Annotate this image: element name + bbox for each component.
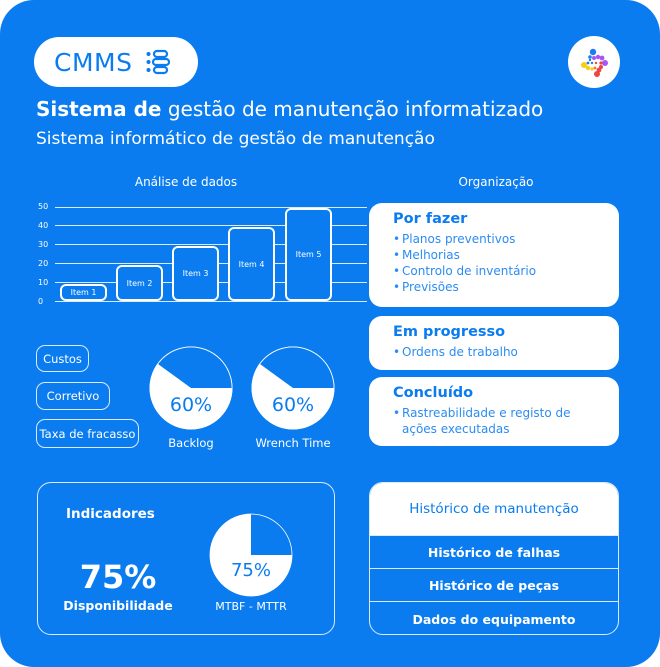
availability-value: 75% xyxy=(79,558,157,596)
wrench-time-label: Wrench Time xyxy=(255,436,331,450)
y-tick: 40 xyxy=(38,221,49,230)
in-progress-card: Em progresso Ordens de trabalho xyxy=(369,316,619,370)
page-title: Sistema de gestão de manutenção informat… xyxy=(36,97,543,121)
analysis-heading: Análise de dados xyxy=(134,175,238,189)
bar-item-2: Item 2 xyxy=(116,265,163,301)
mtbf-mttr-label: MTBF - MTTR xyxy=(215,600,287,613)
indicators-panel: Indicadores 75% Disponibilidade 75% MTBF… xyxy=(37,482,335,635)
y-tick: 20 xyxy=(38,259,49,268)
history-title: Histórico de manutenção xyxy=(370,483,618,535)
list-item: Previsões xyxy=(393,279,619,295)
wrench-time-pie: 60% xyxy=(251,346,335,430)
indicators-title: Indicadores xyxy=(66,506,155,522)
pie-chart-icon xyxy=(251,346,335,430)
bar-item-5: Item 5 xyxy=(285,208,332,301)
todo-card: Por fazer Planos preventivos Melhorias C… xyxy=(369,203,619,307)
list-layers-icon xyxy=(146,49,171,75)
list-item: Controlo de inventário xyxy=(393,263,619,279)
organization-heading: Organização xyxy=(458,175,534,189)
gridline xyxy=(55,301,367,302)
pie-chart-icon xyxy=(149,346,233,430)
gridline xyxy=(55,225,367,226)
y-tick: 10 xyxy=(38,278,49,287)
costs-button[interactable]: Custos xyxy=(36,345,89,372)
todo-title: Por fazer xyxy=(393,211,468,227)
history-row-parts[interactable]: Histórico de peças xyxy=(370,568,618,601)
colorful-dots-swirl-icon xyxy=(581,48,608,77)
y-tick: 50 xyxy=(38,202,49,211)
mtbf-mttr-value: 75% xyxy=(230,560,271,581)
done-title: Concluído xyxy=(393,385,474,401)
history-row-failures[interactable]: Histórico de falhas xyxy=(370,535,618,568)
list-item: Melhorias xyxy=(393,247,619,263)
backlog-pie: 60% xyxy=(149,346,233,430)
history-row-equipment[interactable]: Dados do equipamento xyxy=(370,601,618,634)
gridline xyxy=(55,244,367,245)
gridline xyxy=(55,207,367,208)
pie-chart-icon xyxy=(209,513,293,597)
title-rest: gestão de manutenção informatizado xyxy=(161,97,544,121)
y-tick: 30 xyxy=(38,240,49,249)
logo-text: CMMS xyxy=(54,47,133,77)
title-bold-part: Sistema de xyxy=(36,97,162,121)
list-item: Rastreabilidade e registo de ações execu… xyxy=(393,405,582,437)
y-tick: 0 xyxy=(38,297,44,306)
in-progress-title: Em progresso xyxy=(393,324,506,340)
brand-logo xyxy=(568,36,620,88)
bar-item-4: Item 4 xyxy=(228,227,275,301)
corrective-button[interactable]: Corretivo xyxy=(36,382,110,410)
bar-item-3: Item 3 xyxy=(172,246,219,301)
wrench-time-value: 60% xyxy=(271,394,315,416)
backlog-label: Backlog xyxy=(168,436,214,450)
logo-badge: CMMS xyxy=(34,37,198,87)
page-subtitle: Sistema informático de gestão de manuten… xyxy=(36,129,435,149)
mtbf-mttr-pie: 75% xyxy=(209,513,293,597)
backlog-value: 60% xyxy=(169,394,213,416)
failure-rate-button[interactable]: Taxa de fracasso xyxy=(36,419,139,448)
list-item: Planos preventivos xyxy=(393,231,619,247)
list-item: Ordens de trabalho xyxy=(393,344,619,360)
availability-label: Disponibilidade xyxy=(63,598,173,613)
done-card: Concluído Rastreabilidade e registo de a… xyxy=(369,377,619,446)
history-panel: Histórico de manutenção Histórico de fal… xyxy=(369,482,619,635)
bar-item-1: Item 1 xyxy=(60,284,107,301)
bar-chart: 50 40 30 20 10 0 Item 1 Item 2 Item 3 It… xyxy=(30,200,367,310)
